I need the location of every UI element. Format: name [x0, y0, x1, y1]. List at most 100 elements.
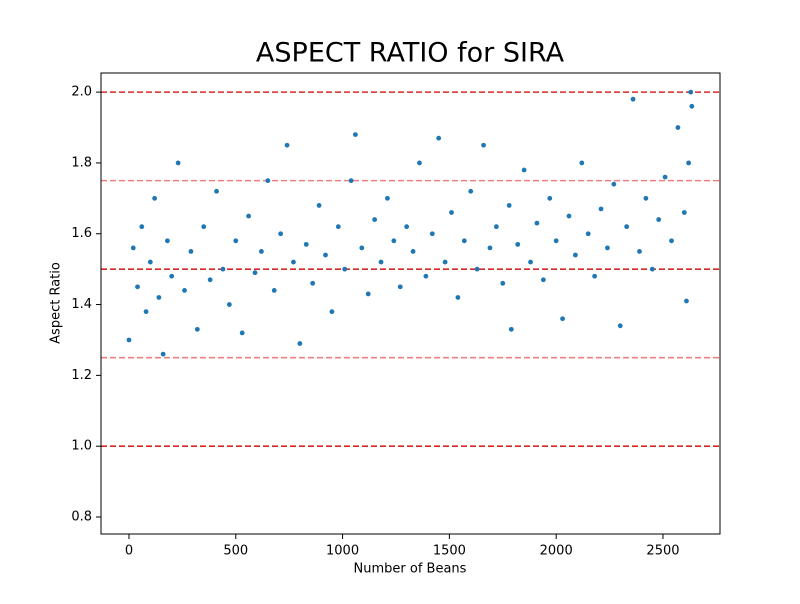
x-tick-label: 2500 — [646, 544, 679, 559]
point — [656, 217, 662, 222]
point — [310, 280, 316, 286]
point — [449, 210, 454, 215]
point — [359, 245, 365, 251]
point — [585, 231, 591, 237]
x-tick-label: 1500 — [433, 544, 466, 559]
point — [553, 238, 559, 244]
point — [442, 259, 448, 265]
point — [429, 231, 435, 237]
point — [365, 291, 371, 297]
point — [592, 273, 598, 279]
point — [540, 277, 546, 283]
y-tick-label: 2.0 — [71, 85, 92, 100]
point — [207, 277, 213, 283]
point — [404, 224, 410, 230]
y-axis-label: Aspect Ratio — [49, 262, 64, 344]
point — [397, 284, 403, 290]
point — [617, 323, 623, 329]
point — [528, 259, 533, 265]
point — [297, 341, 303, 346]
point — [291, 259, 296, 265]
point — [686, 160, 692, 166]
point — [165, 238, 170, 244]
point — [681, 210, 687, 215]
point — [605, 245, 610, 251]
point — [508, 326, 514, 332]
point — [461, 238, 467, 244]
point — [423, 273, 429, 279]
point — [579, 160, 585, 166]
point — [135, 284, 140, 290]
point — [572, 252, 578, 258]
x-tick-label: 1000 — [326, 544, 359, 559]
point — [226, 302, 232, 307]
point — [410, 249, 416, 254]
point — [160, 351, 166, 357]
point — [239, 330, 245, 336]
point — [515, 241, 521, 247]
point — [303, 241, 309, 247]
y-tick-label: 0.8 — [71, 510, 92, 525]
point — [611, 181, 617, 187]
point — [417, 160, 422, 166]
point — [194, 326, 200, 332]
point — [474, 266, 480, 272]
point — [156, 295, 162, 300]
y-tick-label: 1.8 — [71, 155, 92, 170]
point — [487, 245, 493, 251]
point — [649, 266, 655, 272]
point — [188, 249, 194, 254]
point — [436, 135, 442, 141]
point — [630, 96, 636, 102]
point — [566, 213, 572, 219]
plot-frame — [100, 72, 721, 535]
point — [493, 224, 499, 230]
point — [662, 174, 668, 180]
point — [560, 316, 565, 322]
point — [126, 337, 132, 343]
y-tick-label: 1.2 — [71, 368, 92, 383]
point — [684, 298, 689, 304]
point — [378, 259, 384, 265]
point — [152, 195, 158, 201]
point — [323, 252, 328, 258]
point — [342, 266, 348, 272]
point — [169, 273, 175, 279]
point — [391, 238, 397, 244]
point — [214, 188, 219, 194]
point — [139, 224, 145, 230]
point — [143, 309, 149, 315]
point — [455, 295, 461, 300]
point — [675, 125, 681, 130]
point — [316, 203, 322, 208]
point — [220, 266, 226, 272]
point — [372, 217, 378, 222]
x-tick-label: 500 — [223, 544, 248, 559]
point — [385, 195, 390, 201]
point — [265, 178, 271, 184]
y-tick-label: 1.4 — [71, 297, 92, 312]
point — [689, 103, 695, 109]
x-axis-label: Number of Beans — [354, 562, 467, 577]
point — [506, 203, 512, 208]
x-tick-label: 0 — [125, 544, 133, 559]
point — [201, 224, 207, 230]
y-tick-label: 1.0 — [71, 439, 92, 454]
point — [521, 167, 527, 173]
point — [468, 188, 474, 194]
point — [246, 213, 251, 219]
point — [278, 231, 284, 237]
point — [233, 238, 239, 244]
point — [284, 142, 290, 148]
point — [669, 238, 674, 244]
chart-title: ASPECT RATIO for SIRA — [256, 38, 565, 69]
point — [182, 287, 187, 293]
point — [130, 245, 136, 251]
point — [271, 287, 277, 293]
point — [335, 224, 341, 230]
point — [547, 195, 553, 201]
point — [259, 249, 264, 254]
point — [352, 132, 358, 138]
point — [481, 142, 486, 148]
